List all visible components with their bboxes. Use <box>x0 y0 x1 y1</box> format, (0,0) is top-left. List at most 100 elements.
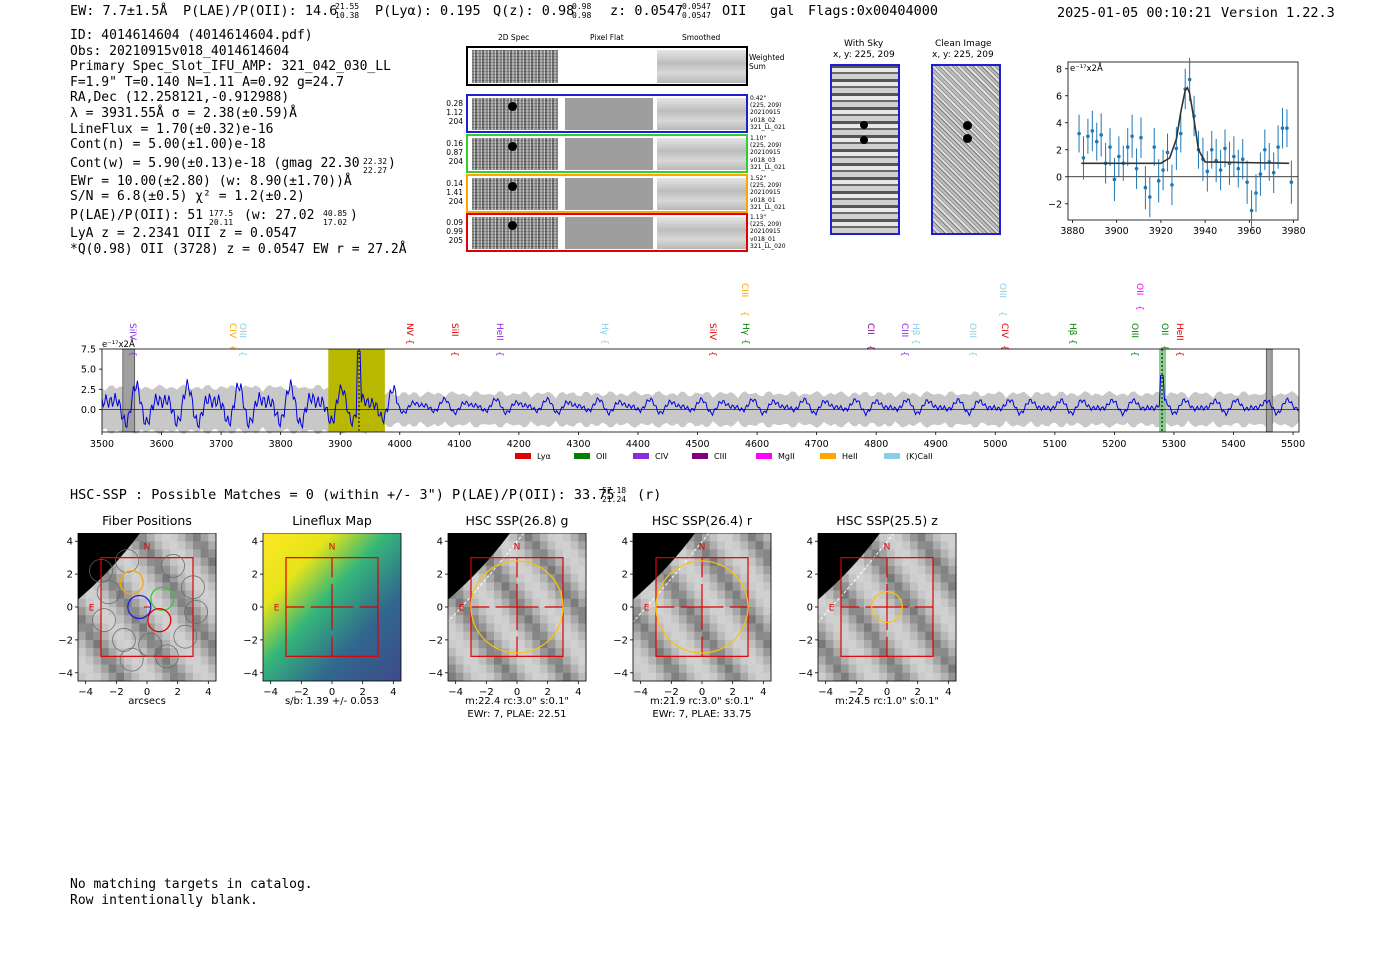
hsc-aperture-edge <box>632 533 710 623</box>
hsc-image-pixel <box>193 607 202 616</box>
hsc-image-pixel <box>147 672 156 682</box>
hsc-image-pixel <box>887 615 896 624</box>
hsc-image-pixel <box>185 607 194 616</box>
hsc-image-pixel <box>679 549 688 559</box>
hsc-image-pixel <box>570 565 579 575</box>
hsc-image-pixel <box>640 664 649 674</box>
hsc-image-pixel <box>702 565 711 575</box>
hsc-image-pixel <box>501 623 510 633</box>
fiber-circle <box>161 554 185 578</box>
hsc-image-pixel <box>509 664 518 674</box>
hsc-image-pixel <box>170 639 179 649</box>
hsc-image-pixel <box>185 549 194 559</box>
hsc-image-pixel <box>871 672 880 682</box>
spectrum-legend-label: (K)CaII <box>906 452 933 461</box>
hsc-image-pixel <box>748 656 757 666</box>
header-flags: Flags:0x00404000 <box>808 3 939 19</box>
fit-xtick-label: 3920 <box>1149 226 1173 235</box>
cutout-meta: v018_02 <box>750 116 776 124</box>
hsc-image-pixel <box>471 639 480 649</box>
hsc-image-pixel <box>633 639 642 649</box>
hsc-image-pixel <box>78 672 87 682</box>
hsc-image-pixel <box>486 615 495 624</box>
fit-data-point <box>1271 170 1276 175</box>
hsc-image-pixel <box>578 533 587 542</box>
hsc-image-pixel <box>93 648 102 657</box>
hsc-image-pixel <box>917 582 926 592</box>
hsc-ytick-label: −4 <box>798 668 813 679</box>
hsc-image-pixel <box>948 656 957 666</box>
hsc-image-pixel <box>848 648 857 657</box>
cutout-row <box>466 134 748 173</box>
hsc-image-pixel <box>478 582 487 592</box>
hsc-image-pixel <box>917 672 926 682</box>
spectrum-line-brace: { <box>227 345 237 351</box>
hsc-image-pixel <box>578 672 587 682</box>
hsc-image-pixel <box>509 672 518 682</box>
spectrum-line-brace: { <box>740 339 750 345</box>
hsc-image-pixel <box>748 648 757 657</box>
hsc-image-pixel <box>818 672 827 682</box>
hsc-image-pixel <box>78 648 87 657</box>
hsc-image-pixel <box>547 541 556 550</box>
hsc-image-pixel <box>448 607 457 616</box>
hsc-image-pixel <box>570 533 579 542</box>
hsc-xtick-label: 2 <box>729 687 735 698</box>
hsc-image-pixel <box>478 565 487 575</box>
hsc-image-pixel <box>540 623 549 633</box>
hsc-image-pixel <box>455 656 464 666</box>
fit-ytick-label: 6 <box>1056 91 1062 102</box>
hsc-ytick-label: 2 <box>67 570 73 581</box>
cutout-stat: 204 <box>448 117 463 126</box>
hsc-image-pixel <box>887 623 896 633</box>
hsc-image-pixel <box>501 598 510 608</box>
hsc-image-pixel <box>108 672 117 682</box>
hsc-image-pixel <box>154 623 163 633</box>
hsc-image-pixel <box>200 656 209 666</box>
hsc-image-pixel <box>725 549 734 559</box>
hsc-image-pixel <box>887 672 896 682</box>
hsc-image-pixel <box>563 533 572 542</box>
hsc-image-pixel <box>563 664 572 674</box>
hsc-image-pixel <box>848 664 857 674</box>
hsc-image-pixel <box>139 623 148 633</box>
hsc-east-label: E <box>89 603 95 613</box>
hsc-image-pixel <box>463 639 472 649</box>
hsc-image-pixel <box>509 631 518 641</box>
hsc-ytick-label: 0 <box>252 603 258 614</box>
hsc-image-pixel <box>917 656 926 666</box>
hsc-image-pixel <box>848 631 857 641</box>
hsc-image-pixel <box>848 656 857 666</box>
hsc-xtick-label: 2 <box>174 687 180 698</box>
cutout-source <box>508 182 517 191</box>
hsc-image-pixel <box>185 533 194 542</box>
hsc-image-pixel <box>833 598 842 608</box>
hsc-image-pixel <box>671 557 680 567</box>
fit-ylabel: e⁻¹⁷x2Å <box>1070 62 1103 74</box>
hsc-image-pixel <box>818 639 827 649</box>
hsc-xtick-label: 0 <box>884 687 890 698</box>
hsc-image-pixel <box>648 672 657 682</box>
hsc-image-pixel <box>108 664 117 674</box>
hsc-image-pixel <box>517 664 526 674</box>
hsc-image-pixel <box>940 598 949 608</box>
hsc-ytick-label: 0 <box>807 603 813 614</box>
hsc-north-label: N <box>514 542 521 552</box>
hsc-image-pixel <box>563 549 572 559</box>
hsc-image-pixel <box>532 549 541 559</box>
spectrum-xtick-label: 4000 <box>388 439 412 450</box>
hsc-image-pixel <box>648 623 657 633</box>
hsc-image-pixel <box>663 598 672 608</box>
hsc-image-pixel <box>486 607 495 616</box>
spectrum-flux-line <box>101 350 1299 430</box>
hsc-image-pixel <box>208 607 217 616</box>
header-z: z: 0.0547 <box>610 3 684 19</box>
hsc-image-pixel <box>455 598 464 608</box>
hsc-image-pixel <box>933 590 942 600</box>
info-lineflux: LineFlux = 1.70(±0.32)e-16 <box>70 121 274 137</box>
hsc-image-pixel <box>108 590 117 600</box>
hsc-image-pixel <box>532 557 541 567</box>
info-id: ID: 4014614604 (4014614604.pdf) <box>70 28 313 43</box>
hsc-image-pixel <box>570 672 579 682</box>
cutout-meta: 20210915 <box>750 109 781 117</box>
